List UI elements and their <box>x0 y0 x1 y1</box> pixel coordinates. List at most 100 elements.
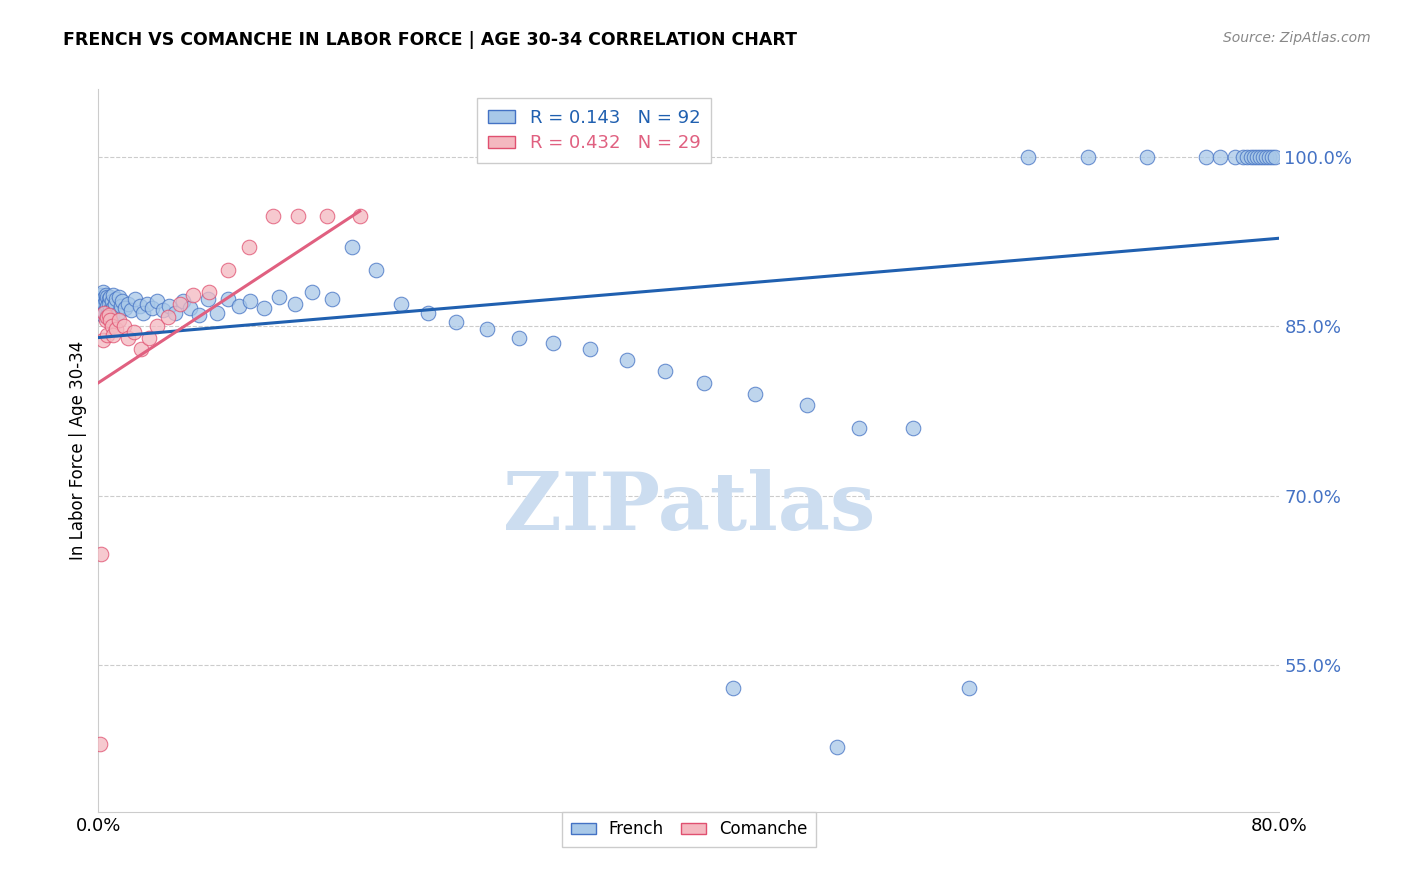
Point <box>1232 150 1254 164</box>
Point <box>267 290 290 304</box>
Point <box>152 303 174 318</box>
Point <box>165 306 187 320</box>
Point <box>1136 150 1159 164</box>
Point <box>91 308 114 322</box>
Point <box>96 328 118 343</box>
Point <box>89 296 111 310</box>
Point <box>1258 150 1281 164</box>
Point <box>903 421 925 435</box>
Point <box>959 681 981 695</box>
Point <box>301 285 323 300</box>
Point <box>94 287 117 301</box>
Point <box>117 330 139 344</box>
Point <box>169 296 191 310</box>
Point <box>91 294 114 309</box>
Point <box>108 312 131 326</box>
Point <box>198 285 221 300</box>
Point <box>114 301 136 316</box>
Point <box>96 299 118 313</box>
Point <box>110 299 132 313</box>
Point <box>97 296 120 310</box>
Point <box>91 333 114 347</box>
Point <box>579 342 602 356</box>
Point <box>1251 150 1274 164</box>
Point <box>217 292 239 306</box>
Text: FRENCH VS COMANCHE IN LABOR FORCE | AGE 30-34 CORRELATION CHART: FRENCH VS COMANCHE IN LABOR FORCE | AGE … <box>63 31 797 49</box>
Point <box>108 290 131 304</box>
Point <box>349 209 371 223</box>
Point <box>364 262 387 277</box>
Point <box>616 353 638 368</box>
Point <box>825 740 848 755</box>
Point <box>96 290 118 304</box>
Point <box>94 302 117 317</box>
Point <box>444 315 467 329</box>
Point <box>98 303 121 318</box>
Point <box>541 336 564 351</box>
Point <box>287 209 309 223</box>
Point <box>1240 150 1263 164</box>
Point <box>744 387 766 401</box>
Point <box>97 292 120 306</box>
Point <box>228 299 250 313</box>
Point <box>90 547 112 561</box>
Point <box>321 292 343 306</box>
Point <box>120 303 142 318</box>
Point <box>105 321 128 335</box>
Point <box>1225 150 1247 164</box>
Point <box>91 285 114 300</box>
Point <box>654 364 676 378</box>
Point <box>94 312 117 326</box>
Point <box>475 321 498 335</box>
Point <box>100 294 122 309</box>
Point <box>96 310 118 325</box>
Point <box>132 306 155 320</box>
Point <box>97 306 120 320</box>
Point <box>1077 150 1099 164</box>
Point <box>146 294 169 309</box>
Y-axis label: In Labor Force | Age 30-34: In Labor Force | Age 30-34 <box>69 341 87 560</box>
Point <box>98 290 121 304</box>
Point <box>97 308 120 322</box>
Point <box>508 330 530 344</box>
Point <box>93 306 115 320</box>
Point <box>217 262 239 277</box>
Point <box>239 294 262 309</box>
Point <box>98 312 121 326</box>
Point <box>89 291 111 305</box>
Point <box>111 294 134 309</box>
Point <box>156 310 179 325</box>
Point <box>93 304 115 318</box>
Point <box>262 209 284 223</box>
Text: ZIPatlas: ZIPatlas <box>503 469 875 548</box>
Point <box>89 737 111 751</box>
Point <box>1261 150 1284 164</box>
Point <box>122 325 145 339</box>
Point <box>253 301 276 316</box>
Point <box>342 240 364 254</box>
Point <box>181 287 204 301</box>
Point <box>1195 150 1218 164</box>
Point <box>1256 150 1278 164</box>
Point <box>1264 150 1286 164</box>
Point <box>93 296 115 310</box>
Point <box>316 209 339 223</box>
Point <box>103 287 125 301</box>
Point <box>187 308 209 322</box>
Point <box>105 292 128 306</box>
Point <box>723 681 745 695</box>
Point <box>112 319 135 334</box>
Legend: French, Comanche: French, Comanche <box>562 812 815 847</box>
Text: Source: ZipAtlas.com: Source: ZipAtlas.com <box>1223 31 1371 45</box>
Point <box>138 330 160 344</box>
Point <box>179 301 201 316</box>
Point <box>94 294 117 309</box>
Point <box>90 306 112 320</box>
Point <box>136 296 159 310</box>
Point <box>205 306 228 320</box>
Point <box>93 291 115 305</box>
Point <box>1209 150 1232 164</box>
Point <box>146 319 169 334</box>
Point <box>1249 150 1271 164</box>
Point <box>172 294 194 309</box>
